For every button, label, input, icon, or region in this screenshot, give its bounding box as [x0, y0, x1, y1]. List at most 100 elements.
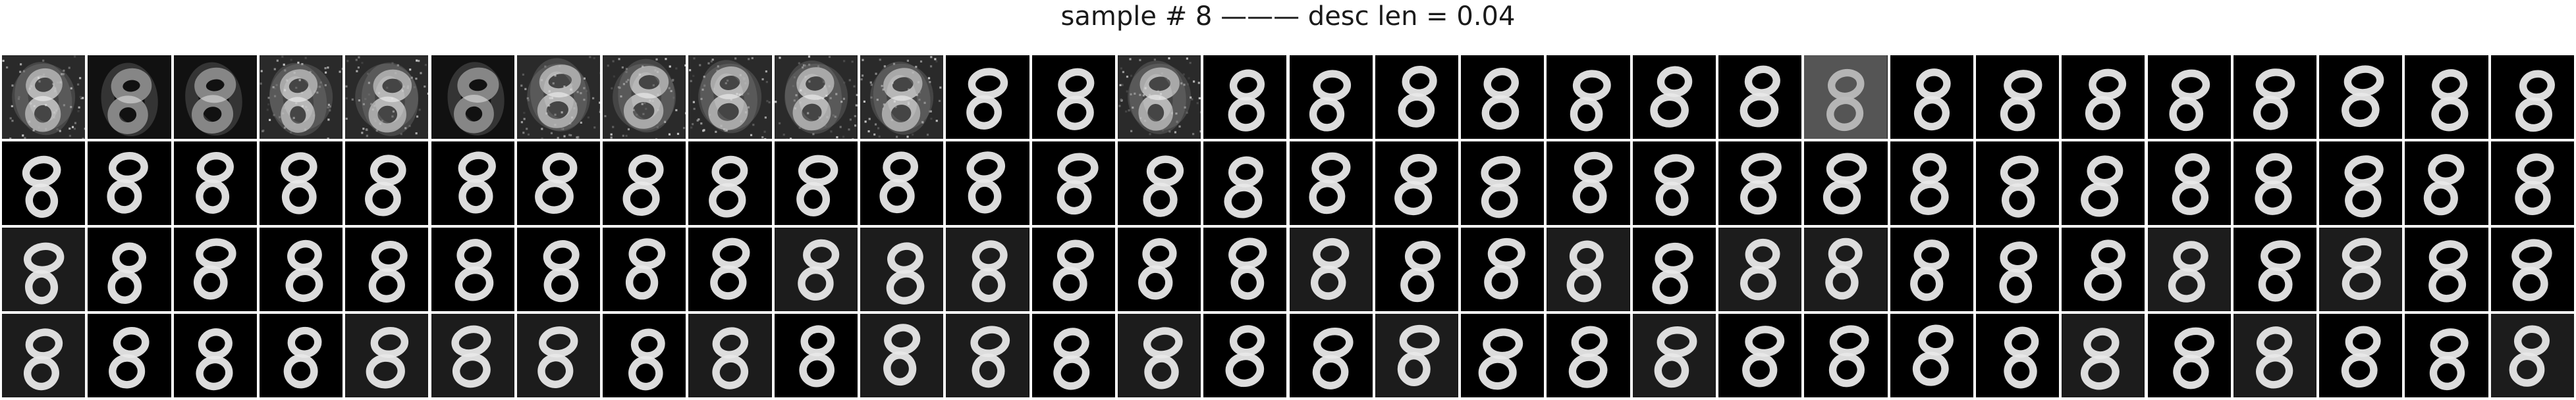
digit-tile — [2405, 141, 2488, 225]
digit-tile — [1804, 314, 1888, 397]
digit-tile — [2233, 141, 2317, 225]
digit-tile — [2062, 55, 2145, 139]
digit-tile — [1890, 141, 1973, 225]
digit-tile — [688, 141, 772, 225]
digit-tile — [1975, 314, 2060, 397]
digit-tile — [688, 55, 772, 139]
digit-tile — [345, 314, 429, 397]
digit-tile — [516, 141, 601, 225]
digit-tile — [2319, 55, 2403, 139]
digit-tile — [774, 314, 858, 397]
digit-tile — [431, 55, 514, 139]
digit-tile — [1289, 314, 1373, 397]
digit-tile — [2, 55, 86, 139]
digit-tile — [946, 228, 1029, 311]
digit-tile — [2490, 228, 2574, 311]
digit-tile — [2233, 314, 2317, 397]
digit-tile — [1718, 314, 1802, 397]
digit-tile — [2062, 228, 2145, 311]
digit-tile — [774, 141, 858, 225]
digit-tile — [2233, 228, 2317, 311]
digit-tile — [1890, 314, 1973, 397]
digit-tile — [2, 141, 86, 225]
digit-tile — [1632, 141, 1716, 225]
digit-tile — [2062, 141, 2145, 225]
digit-tile — [1117, 314, 1201, 397]
digit-tile — [603, 141, 686, 225]
digit-tile — [860, 228, 944, 311]
digit-tile — [2, 314, 86, 397]
digit-tile — [431, 141, 514, 225]
digit-tile — [516, 314, 601, 397]
digit-tile — [603, 314, 686, 397]
digit-image-grid — [2, 55, 2574, 397]
digit-tile — [1632, 228, 1716, 311]
digit-tile — [2147, 314, 2231, 397]
digit-tile — [173, 55, 257, 139]
digit-tile — [431, 228, 514, 311]
digit-tile — [1117, 228, 1201, 311]
digit-tile — [1203, 55, 1287, 139]
digit-tile — [1718, 55, 1802, 139]
digit-tile — [1375, 314, 1459, 397]
digit-tile — [2405, 314, 2488, 397]
digit-tile — [88, 228, 171, 311]
digit-tile — [1289, 228, 1373, 311]
digit-tile — [1117, 55, 1201, 139]
digit-tile — [1890, 228, 1973, 311]
digit-tile — [860, 141, 944, 225]
digit-tile — [946, 141, 1029, 225]
digit-tile — [1289, 55, 1373, 139]
digit-tile — [2062, 314, 2145, 397]
digit-tile — [1975, 141, 2060, 225]
digit-tile — [1203, 228, 1287, 311]
digit-tile — [1718, 228, 1802, 311]
digit-tile — [1804, 228, 1888, 311]
digit-tile — [1031, 228, 1115, 311]
digit-tile — [774, 55, 858, 139]
digit-tile — [1632, 55, 1716, 139]
digit-tile — [1718, 141, 1802, 225]
digit-tile — [259, 55, 343, 139]
digit-tile — [2319, 228, 2403, 311]
digit-tile — [1547, 228, 1630, 311]
digit-tile — [1461, 141, 1545, 225]
digit-tile — [88, 55, 171, 139]
digit-tile — [603, 228, 686, 311]
digit-tile — [1975, 55, 2060, 139]
digit-tile — [2405, 228, 2488, 311]
digit-tile — [1031, 314, 1115, 397]
digit-tile — [345, 228, 429, 311]
digit-tile — [774, 228, 858, 311]
digit-tile — [2, 228, 86, 311]
digit-tile — [2147, 141, 2231, 225]
digit-tile — [1804, 141, 1888, 225]
digit-tile — [946, 314, 1029, 397]
digit-tile — [1547, 55, 1630, 139]
digit-tile — [2319, 141, 2403, 225]
digit-tile — [2405, 55, 2488, 139]
digit-tile — [88, 314, 171, 397]
digit-tile — [946, 55, 1029, 139]
digit-tile — [1375, 228, 1459, 311]
digit-tile — [516, 228, 601, 311]
digit-tile — [431, 314, 514, 397]
digit-tile — [1117, 141, 1201, 225]
digit-tile — [2490, 314, 2574, 397]
digit-tile — [1547, 314, 1630, 397]
digit-tile — [2147, 228, 2231, 311]
digit-tile — [88, 141, 171, 225]
digit-tile — [173, 228, 257, 311]
digit-tile — [1289, 141, 1373, 225]
digit-tile — [688, 228, 772, 311]
digit-tile — [1461, 314, 1545, 397]
digit-tile — [1975, 228, 2060, 311]
digit-tile — [1890, 55, 1973, 139]
digit-tile — [1203, 314, 1287, 397]
digit-tile — [1031, 141, 1115, 225]
digit-tile — [860, 314, 944, 397]
digit-tile — [2233, 55, 2317, 139]
digit-tile — [2490, 55, 2574, 139]
digit-tile — [345, 55, 429, 139]
digit-tile — [259, 314, 343, 397]
